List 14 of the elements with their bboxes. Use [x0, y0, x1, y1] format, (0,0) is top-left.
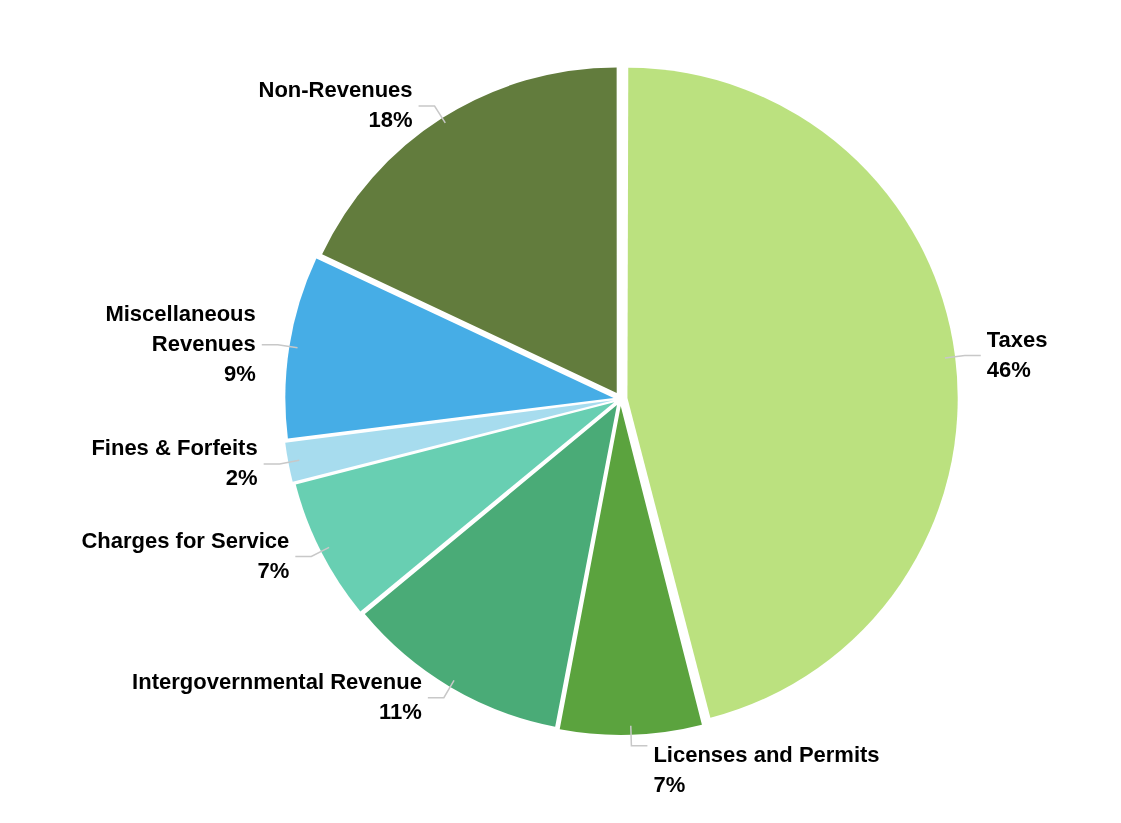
data-label: 9%: [223, 360, 256, 386]
data-label: 7%: [653, 771, 686, 797]
slice-label: Licenses and Permits: [653, 741, 880, 767]
data-label: 2%: [225, 465, 258, 491]
slice-label: Charges for Service: [81, 527, 290, 553]
slice-label: Taxes: [986, 326, 1048, 352]
data-label: 11%: [379, 698, 422, 724]
data-label: 18%: [368, 107, 413, 133]
slice-label: Non-Revenues: [258, 77, 413, 103]
data-label: 7%: [257, 557, 290, 583]
slice-label: Intergovernmental Revenue: [132, 668, 422, 694]
data-label: 46%: [986, 356, 1031, 382]
slice-label: Fines & Forfeits: [91, 435, 258, 461]
slice-label: Miscellaneous Revenues: [105, 300, 256, 356]
